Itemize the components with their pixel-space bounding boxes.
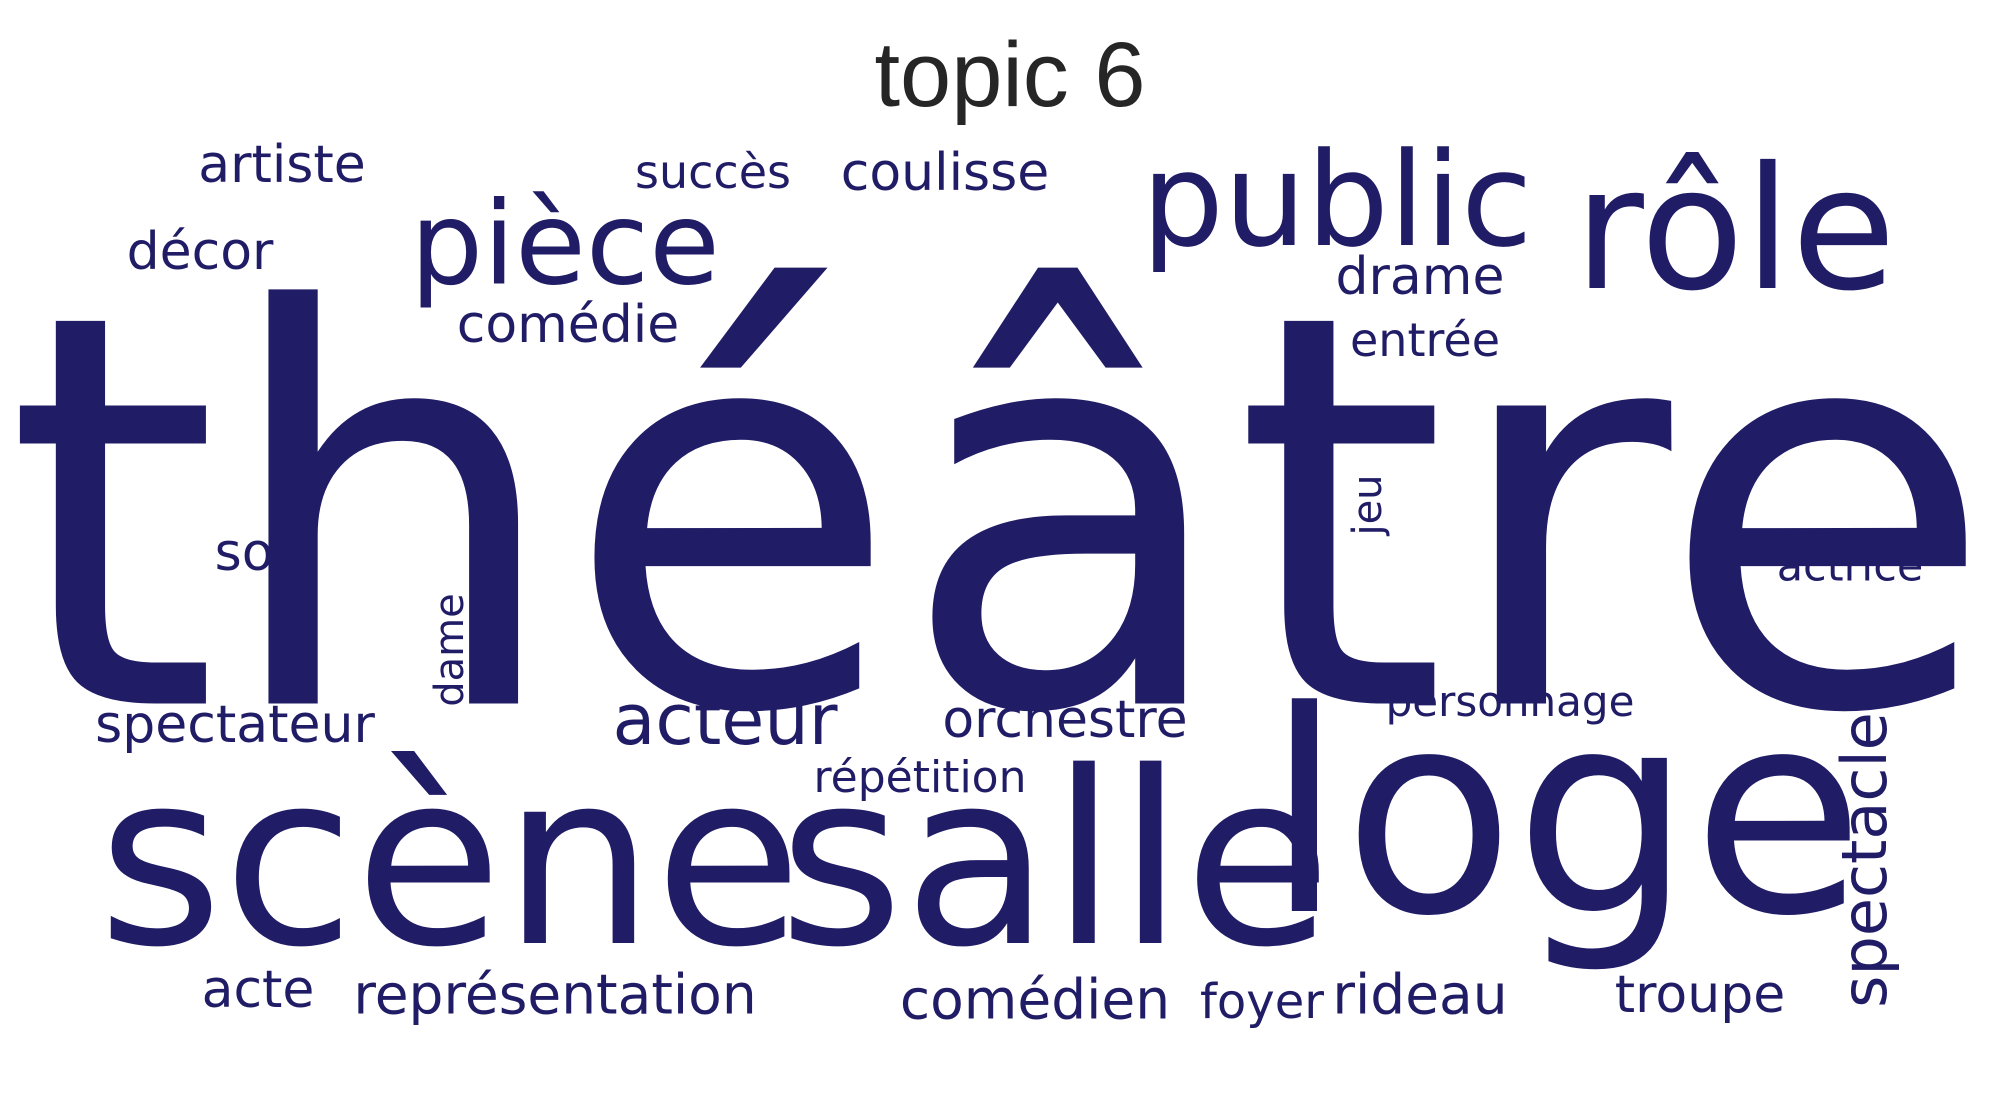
- word-salle: salle: [778, 720, 1332, 1000]
- word-comedie: comédie: [456, 295, 680, 355]
- word-acte: acte: [201, 960, 315, 1020]
- word-soir: soir: [214, 523, 310, 583]
- chart-title: topic 6: [874, 24, 1146, 126]
- word-repetition: répétition: [813, 752, 1027, 803]
- word-actrice: actrice: [1776, 541, 1924, 592]
- word-succes: succès: [635, 145, 791, 199]
- word-spectateur: spectateur: [95, 695, 375, 755]
- word-artiste: artiste: [198, 135, 366, 195]
- word-decor: décor: [126, 222, 274, 282]
- word-role: rôle: [1574, 131, 1896, 329]
- word-rideau: rideau: [1332, 962, 1508, 1027]
- word-public: public: [1141, 124, 1533, 276]
- word-entree: entrée: [1350, 313, 1500, 367]
- word-scene: scène: [97, 720, 803, 1000]
- word-spectacle: spectacle: [1828, 712, 1901, 1008]
- word-loge: loge: [1265, 652, 1865, 978]
- word-comedien: comédien: [899, 967, 1171, 1032]
- word-orchestre: orchestre: [942, 690, 1188, 750]
- word-acteur: acteur: [612, 679, 838, 761]
- word-jeu: jeu: [1345, 474, 1391, 536]
- word-drame: drame: [1335, 247, 1505, 307]
- word-foyer: foyer: [1200, 974, 1324, 1030]
- word-theatre: théâtre: [5, 197, 1995, 833]
- word-representation: représentation: [353, 962, 757, 1027]
- word-piece: pièce: [410, 177, 720, 312]
- word-personnage: personnage: [1385, 677, 1635, 726]
- word-coulisse: coulisse: [840, 143, 1050, 203]
- word-dame: dame: [427, 593, 473, 707]
- word-troupe: troupe: [1614, 965, 1786, 1025]
